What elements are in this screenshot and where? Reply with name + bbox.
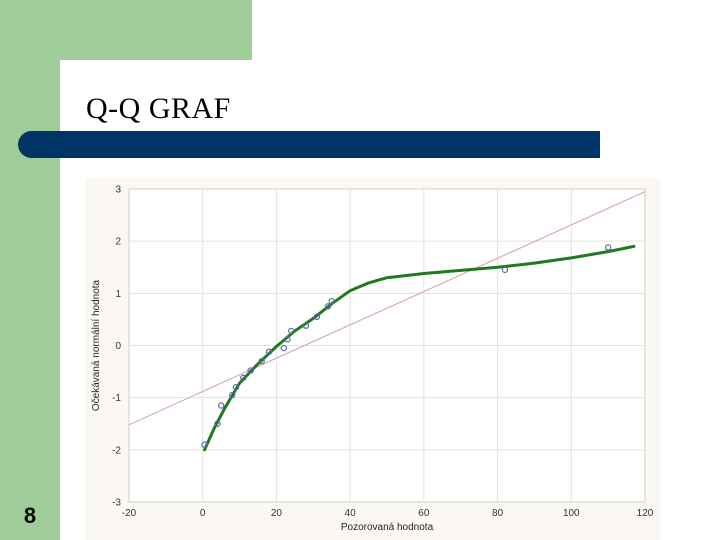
- data-point: [258, 357, 265, 365]
- data-point: [247, 367, 254, 374]
- x-tick-label: 20: [271, 508, 283, 519]
- data-point: [313, 313, 321, 321]
- reference-line: [128, 191, 646, 426]
- data-point: [265, 348, 273, 355]
- x-tick-label: 0: [200, 508, 206, 519]
- data-point: [214, 420, 221, 427]
- data-point: [240, 374, 247, 382]
- data-point: [217, 402, 225, 409]
- title-underline-bar: [18, 131, 600, 158]
- y-tick-label: 0: [115, 341, 121, 352]
- fitted-curve: [203, 244, 636, 452]
- data-point: [284, 336, 291, 343]
- y-axis-label: Očekávaná normální hodnota: [91, 279, 102, 411]
- y-tick-label: 1: [115, 289, 121, 300]
- data-point: [228, 391, 236, 399]
- page-title: Q-Q GRAF: [86, 92, 231, 125]
- y-tick-label: 2: [115, 237, 121, 248]
- data-point: [280, 344, 287, 352]
- y-tick-label: 3: [115, 185, 121, 196]
- data-point: [501, 266, 509, 274]
- data-point: [324, 303, 332, 310]
- x-tick-label: 60: [418, 508, 430, 519]
- qq-chart-svg: -20 0 20 40 60 80 100 120 -3 -2 -1 0 1 2 3 Pozorovaná h…: [91, 185, 654, 534]
- data-point: [604, 244, 612, 251]
- slide-number: 8: [23, 503, 37, 528]
- data-point: [302, 322, 310, 329]
- x-tick-label: 120: [637, 508, 654, 519]
- x-tick-label: -20: [122, 508, 137, 519]
- x-tick-label: 80: [492, 508, 504, 519]
- green-top-block: [0, 0, 252, 60]
- data-point: [287, 327, 295, 335]
- qq-chart: -20 0 20 40 60 80 100 120 -3 -2 -1 0 1 2 3 Pozorovaná h…: [85, 178, 660, 540]
- y-tick-label: -3: [112, 498, 121, 509]
- data-point: [201, 441, 208, 448]
- x-tick-label: 100: [563, 508, 580, 519]
- y-tick-label: -1: [112, 393, 121, 404]
- y-tick-label: -2: [112, 445, 121, 456]
- data-point: [328, 297, 335, 305]
- green-sidebar-strip: [0, 0, 60, 540]
- rounded-corner: [60, 60, 252, 140]
- x-axis-label: Pozorovaná hodnota: [341, 522, 434, 533]
- data-point: [232, 384, 240, 391]
- x-tick-label: 40: [345, 508, 357, 519]
